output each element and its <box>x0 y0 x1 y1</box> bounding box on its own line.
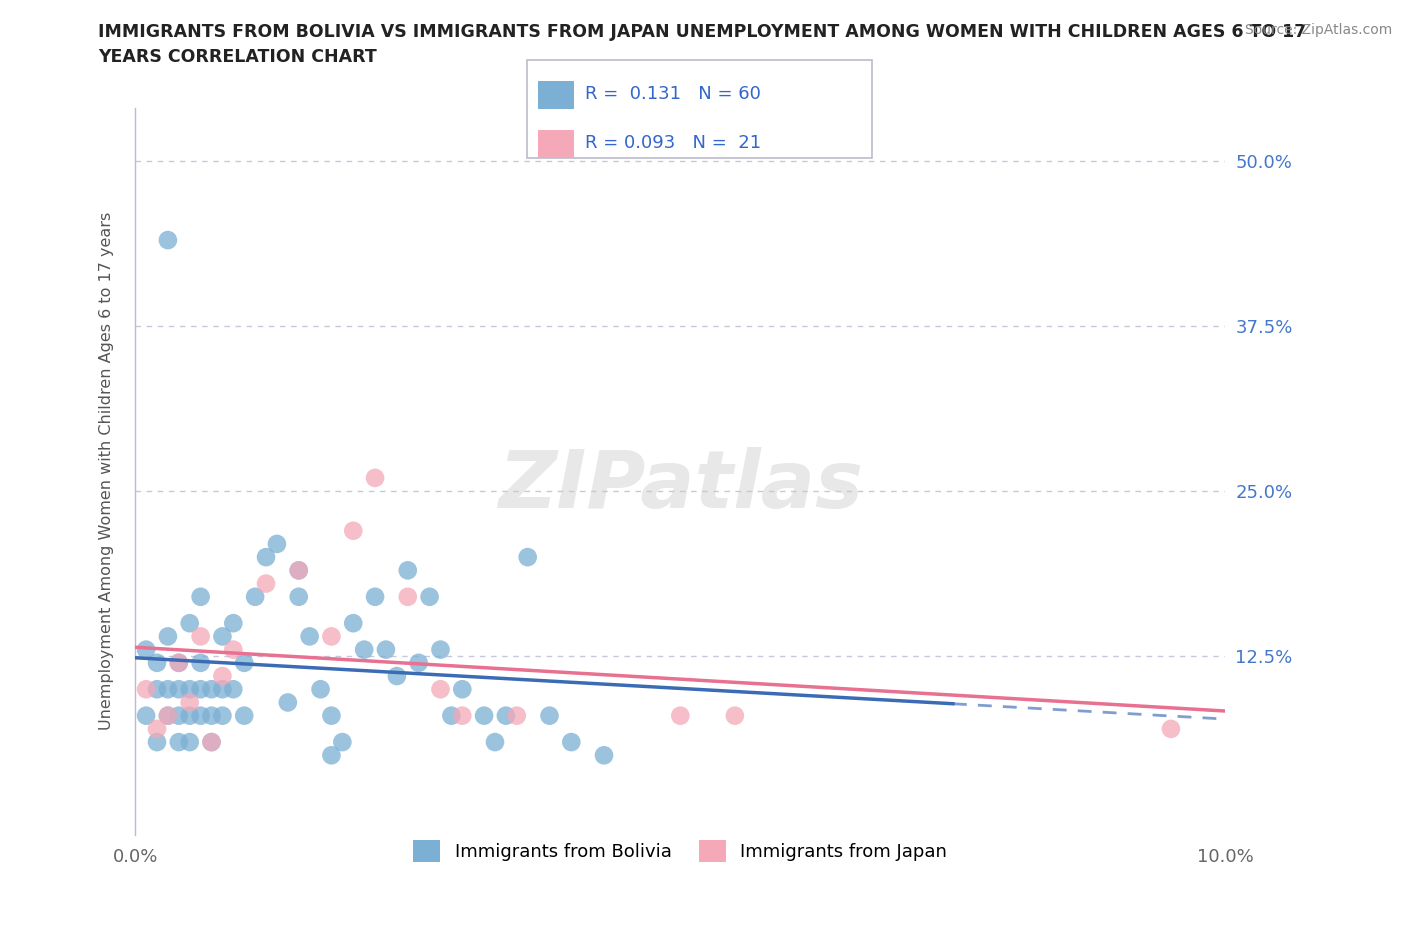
Text: ZIPatlas: ZIPatlas <box>498 446 863 525</box>
Point <box>593 748 616 763</box>
Point <box>254 550 277 565</box>
Point <box>287 563 309 578</box>
Point <box>200 682 222 697</box>
Point <box>146 735 169 750</box>
Point <box>222 682 245 697</box>
Point <box>321 748 343 763</box>
Point <box>190 629 212 644</box>
Point <box>190 656 212 671</box>
Point <box>190 682 212 697</box>
Point <box>472 709 495 724</box>
Point <box>451 682 474 697</box>
Point <box>309 682 332 697</box>
Y-axis label: Unemployment Among Women with Children Ages 6 to 17 years: Unemployment Among Women with Children A… <box>100 212 114 730</box>
Point <box>200 735 222 750</box>
Point <box>156 709 179 724</box>
Point <box>254 576 277 591</box>
Text: R =  0.131   N = 60: R = 0.131 N = 60 <box>585 85 761 103</box>
Point <box>277 695 299 710</box>
Point <box>179 735 201 750</box>
Point <box>156 709 179 724</box>
Point <box>451 709 474 724</box>
Text: Source: ZipAtlas.com: Source: ZipAtlas.com <box>1244 23 1392 37</box>
Point <box>560 735 582 750</box>
Point <box>167 709 190 724</box>
Point <box>179 709 201 724</box>
Point <box>440 709 463 724</box>
Point <box>364 590 387 604</box>
Point <box>167 682 190 697</box>
Point <box>179 695 201 710</box>
Point <box>419 590 441 604</box>
Point <box>167 656 190 671</box>
Point <box>211 669 233 684</box>
Point <box>321 629 343 644</box>
Point <box>396 590 419 604</box>
Point <box>135 682 157 697</box>
Text: YEARS CORRELATION CHART: YEARS CORRELATION CHART <box>98 48 377 66</box>
Point <box>321 709 343 724</box>
Point <box>179 616 201 631</box>
Point <box>211 629 233 644</box>
Point <box>200 735 222 750</box>
Point <box>146 722 169 737</box>
Point <box>298 629 321 644</box>
Point <box>287 590 309 604</box>
Point <box>342 524 364 538</box>
Point <box>167 735 190 750</box>
Point <box>233 656 256 671</box>
Point <box>724 709 747 724</box>
Point <box>429 643 451 658</box>
Point <box>408 656 430 671</box>
Point <box>375 643 398 658</box>
Point <box>506 709 529 724</box>
Point <box>211 709 233 724</box>
Point <box>516 550 538 565</box>
Point <box>287 563 309 578</box>
Point <box>484 735 506 750</box>
Point <box>222 616 245 631</box>
Point <box>1160 722 1182 737</box>
Point <box>495 709 517 724</box>
Point <box>179 682 201 697</box>
Legend: Immigrants from Bolivia, Immigrants from Japan: Immigrants from Bolivia, Immigrants from… <box>406 832 955 870</box>
Point <box>364 471 387 485</box>
Point <box>190 590 212 604</box>
Point <box>146 682 169 697</box>
Point <box>429 682 451 697</box>
Point <box>396 563 419 578</box>
Point <box>135 709 157 724</box>
Point <box>135 643 157 658</box>
Point <box>538 709 561 724</box>
Point <box>156 629 179 644</box>
Point <box>200 709 222 724</box>
Point <box>342 616 364 631</box>
Point <box>266 537 288 551</box>
Point <box>211 682 233 697</box>
Point <box>330 735 353 750</box>
Text: IMMIGRANTS FROM BOLIVIA VS IMMIGRANTS FROM JAPAN UNEMPLOYMENT AMONG WOMEN WITH C: IMMIGRANTS FROM BOLIVIA VS IMMIGRANTS FR… <box>98 23 1306 41</box>
Point <box>146 656 169 671</box>
Point <box>156 682 179 697</box>
Point <box>233 709 256 724</box>
Point <box>243 590 266 604</box>
Point <box>222 643 245 658</box>
Point <box>353 643 375 658</box>
Point <box>385 669 408 684</box>
Point <box>190 709 212 724</box>
Point <box>669 709 692 724</box>
Point <box>167 656 190 671</box>
Point <box>156 232 179 247</box>
Text: R = 0.093   N =  21: R = 0.093 N = 21 <box>585 134 761 152</box>
